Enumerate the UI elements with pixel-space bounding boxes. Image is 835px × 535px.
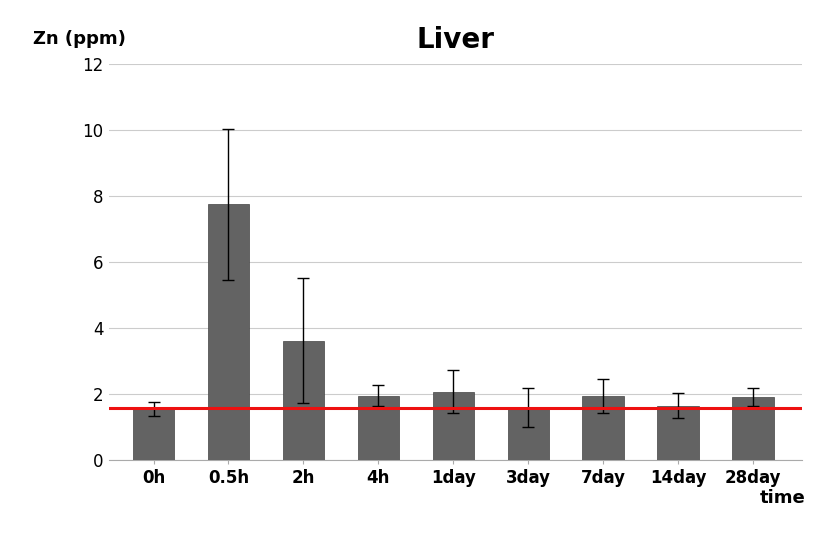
Bar xyxy=(657,406,699,460)
Bar xyxy=(283,341,324,460)
Bar xyxy=(357,396,399,460)
Title: Liver: Liver xyxy=(416,26,494,54)
Bar xyxy=(208,204,249,460)
Bar xyxy=(508,407,549,460)
Bar xyxy=(433,392,473,460)
Text: time: time xyxy=(760,488,806,507)
Bar xyxy=(133,409,175,460)
Text: Zn (ppm): Zn (ppm) xyxy=(33,30,126,48)
Bar xyxy=(583,396,624,460)
Bar xyxy=(732,397,773,460)
